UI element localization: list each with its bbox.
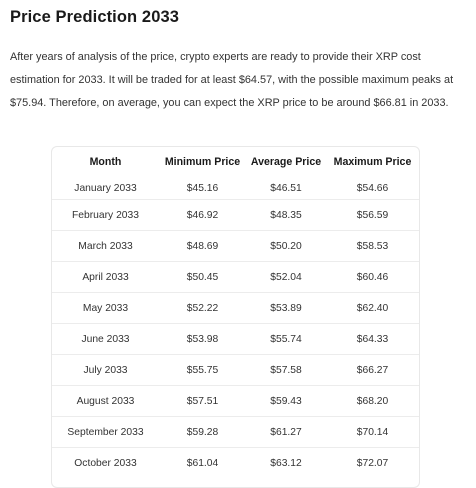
table-row: October 2033 $61.04 $63.12 $72.07 [52, 447, 419, 478]
cell-maximum-price: $60.46 [326, 261, 419, 293]
table-header-row: Month Minimum Price Average Price Maximu… [52, 147, 419, 177]
cell-average-price: $50.20 [246, 230, 326, 262]
cell-month: March 2033 [52, 230, 159, 262]
cell-average-price: $46.51 [270, 182, 302, 194]
cell-average-price: $53.89 [246, 292, 326, 324]
cell-maximum-price: $54.66 [356, 182, 389, 194]
cell-maximum-price: $72.07 [326, 447, 419, 478]
cell-month: August 2033 [52, 385, 159, 417]
cell-minimum-price: $53.98 [159, 323, 246, 355]
cell-maximum-price: $64.33 [326, 323, 419, 355]
table-row: March 2033 $48.69 $50.20 $58.53 [52, 230, 419, 262]
cell-month: February 2033 [52, 199, 159, 231]
cell-minimum-price: $61.04 [159, 447, 246, 478]
cell-month: September 2033 [52, 416, 159, 448]
table-body: January 2033 $45.16 $46.51 $54.66 February 2… [52, 177, 419, 478]
cell-minimum-price: $59.28 [159, 416, 246, 448]
table-row: August 2033 $57.51 $59.43 $68.20 [52, 385, 419, 417]
table-row: September 2033 $59.28 $61.27 $70.14 [52, 416, 419, 448]
header-average-price: Average Price [250, 156, 322, 168]
cell-minimum-price: $52.22 [159, 292, 246, 324]
cell-month: January 2033 [74, 182, 137, 194]
table-row: April 2033 $50.45 $52.04 $60.46 [52, 261, 419, 293]
cell-average-price: $61.27 [246, 416, 326, 448]
cell-minimum-price: $50.45 [159, 261, 246, 293]
cell-average-price: $63.12 [246, 447, 326, 478]
price-table-container: Month Minimum Price Average Price Maximu… [51, 146, 420, 488]
cell-average-price: $52.04 [246, 261, 326, 293]
cell-minimum-price: $45.16 [186, 182, 219, 194]
price-prediction-table: Month Minimum Price Average Price Maximu… [52, 147, 419, 478]
cell-month: July 2033 [52, 354, 159, 386]
cell-maximum-price: $68.20 [326, 385, 419, 417]
cell-minimum-price: $46.92 [159, 199, 246, 231]
header-month: Month [89, 156, 122, 168]
cell-month: May 2033 [52, 292, 159, 324]
cell-average-price: $48.35 [246, 199, 326, 231]
cell-month: April 2033 [52, 261, 159, 293]
cell-month: October 2033 [52, 447, 159, 478]
cell-maximum-price: $70.14 [326, 416, 419, 448]
header-maximum-price: Maximum Price [333, 156, 412, 168]
table-row: June 2033 $53.98 $55.74 $64.33 [52, 323, 419, 355]
table-row: May 2033 $52.22 $53.89 $62.40 [52, 292, 419, 324]
intro-text: After years of analysis of the price, cr… [10, 51, 454, 109]
table-row: July 2033 $55.75 $57.58 $66.27 [52, 354, 419, 386]
page-title: Price Prediction 2033 [10, 8, 180, 26]
intro-paragraph: After years of analysis of the price, cr… [10, 46, 470, 115]
cell-minimum-price: $48.69 [159, 230, 246, 262]
cell-average-price: $59.43 [246, 385, 326, 417]
cell-month: June 2033 [52, 323, 159, 355]
table-row: January 2033 $45.16 $46.51 $54.66 [52, 177, 419, 200]
cell-minimum-price: $55.75 [159, 354, 246, 386]
cell-maximum-price: $58.53 [326, 230, 419, 262]
cell-average-price: $55.74 [246, 323, 326, 355]
cell-maximum-price: $56.59 [326, 199, 419, 231]
header-minimum-price: Minimum Price [164, 156, 241, 168]
cell-average-price: $57.58 [246, 354, 326, 386]
cell-maximum-price: $62.40 [326, 292, 419, 324]
table-row: February 2033 $46.92 $48.35 $56.59 [52, 199, 419, 231]
cell-maximum-price: $66.27 [326, 354, 419, 386]
cell-minimum-price: $57.51 [159, 385, 246, 417]
